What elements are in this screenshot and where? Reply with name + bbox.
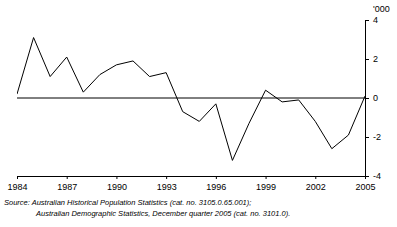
y-tick-mark xyxy=(365,98,369,99)
y-tick-label: 4 xyxy=(373,15,378,25)
y-tick-mark xyxy=(365,59,369,60)
y-tick: 2 xyxy=(365,54,378,64)
zero-line xyxy=(17,98,365,99)
chart: 1984 1987 1990 1993 1996 1999 2002 2005-4 -2 0 2 4'… xyxy=(0,0,397,227)
x-tick-mark xyxy=(216,176,217,179)
x-tick-label: 2002 xyxy=(306,182,326,192)
y-tick-label: 2 xyxy=(373,54,378,64)
x-tick-mark xyxy=(17,176,18,179)
y-tick: 0 xyxy=(365,93,378,103)
plot: 1984 1987 1990 1993 1996 1999 2002 2005-4 -2 0 2 4 xyxy=(7,15,381,192)
x-tick-mark xyxy=(266,176,267,179)
data-line xyxy=(17,38,365,161)
x-tick: 1987 xyxy=(57,176,77,192)
y-tick: -4 xyxy=(365,171,381,181)
y-tick-mark xyxy=(365,176,369,177)
x-tick: 1996 xyxy=(206,176,226,192)
y-tick-label: -2 xyxy=(373,132,381,142)
series xyxy=(17,38,365,161)
x-tick: 2002 xyxy=(306,176,326,192)
x-tick: 1993 xyxy=(157,176,177,192)
x-axis: 1984 1987 1990 1993 1996 1999 2002 2005 xyxy=(7,176,375,192)
x-tick: 1990 xyxy=(107,176,127,192)
source-note: Australian Demographic Statistics, Decem… xyxy=(35,209,290,218)
y-axis: -4 -2 0 2 4 xyxy=(365,15,381,181)
x-tick: 1999 xyxy=(256,176,276,192)
x-tick-mark xyxy=(67,176,68,179)
y-tick: 4 xyxy=(365,15,378,25)
x-tick-mark xyxy=(315,176,316,179)
x-tick-label: 2005 xyxy=(355,182,375,192)
y-tick-mark xyxy=(365,20,369,21)
x-tick: 1984 xyxy=(7,176,27,192)
x-tick-label: 1990 xyxy=(107,182,127,192)
x-tick-label: 1996 xyxy=(206,182,226,192)
x-tick-mark xyxy=(116,176,117,179)
x-axis-line xyxy=(18,176,366,177)
x-tick-label: 1984 xyxy=(7,182,27,192)
y-tick-label: 0 xyxy=(373,93,378,103)
source-note: Source: Australian Historical Population… xyxy=(4,198,251,207)
x-tick-label: 1993 xyxy=(157,182,177,192)
y-tick-label: -4 xyxy=(373,171,381,181)
x-tick-label: 1987 xyxy=(57,182,77,192)
y-tick: -2 xyxy=(365,132,381,142)
x-tick-mark xyxy=(166,176,167,179)
y-tick-mark xyxy=(365,137,369,138)
x-tick-label: 1999 xyxy=(256,182,276,192)
y-axis-title: '000 xyxy=(373,4,390,14)
